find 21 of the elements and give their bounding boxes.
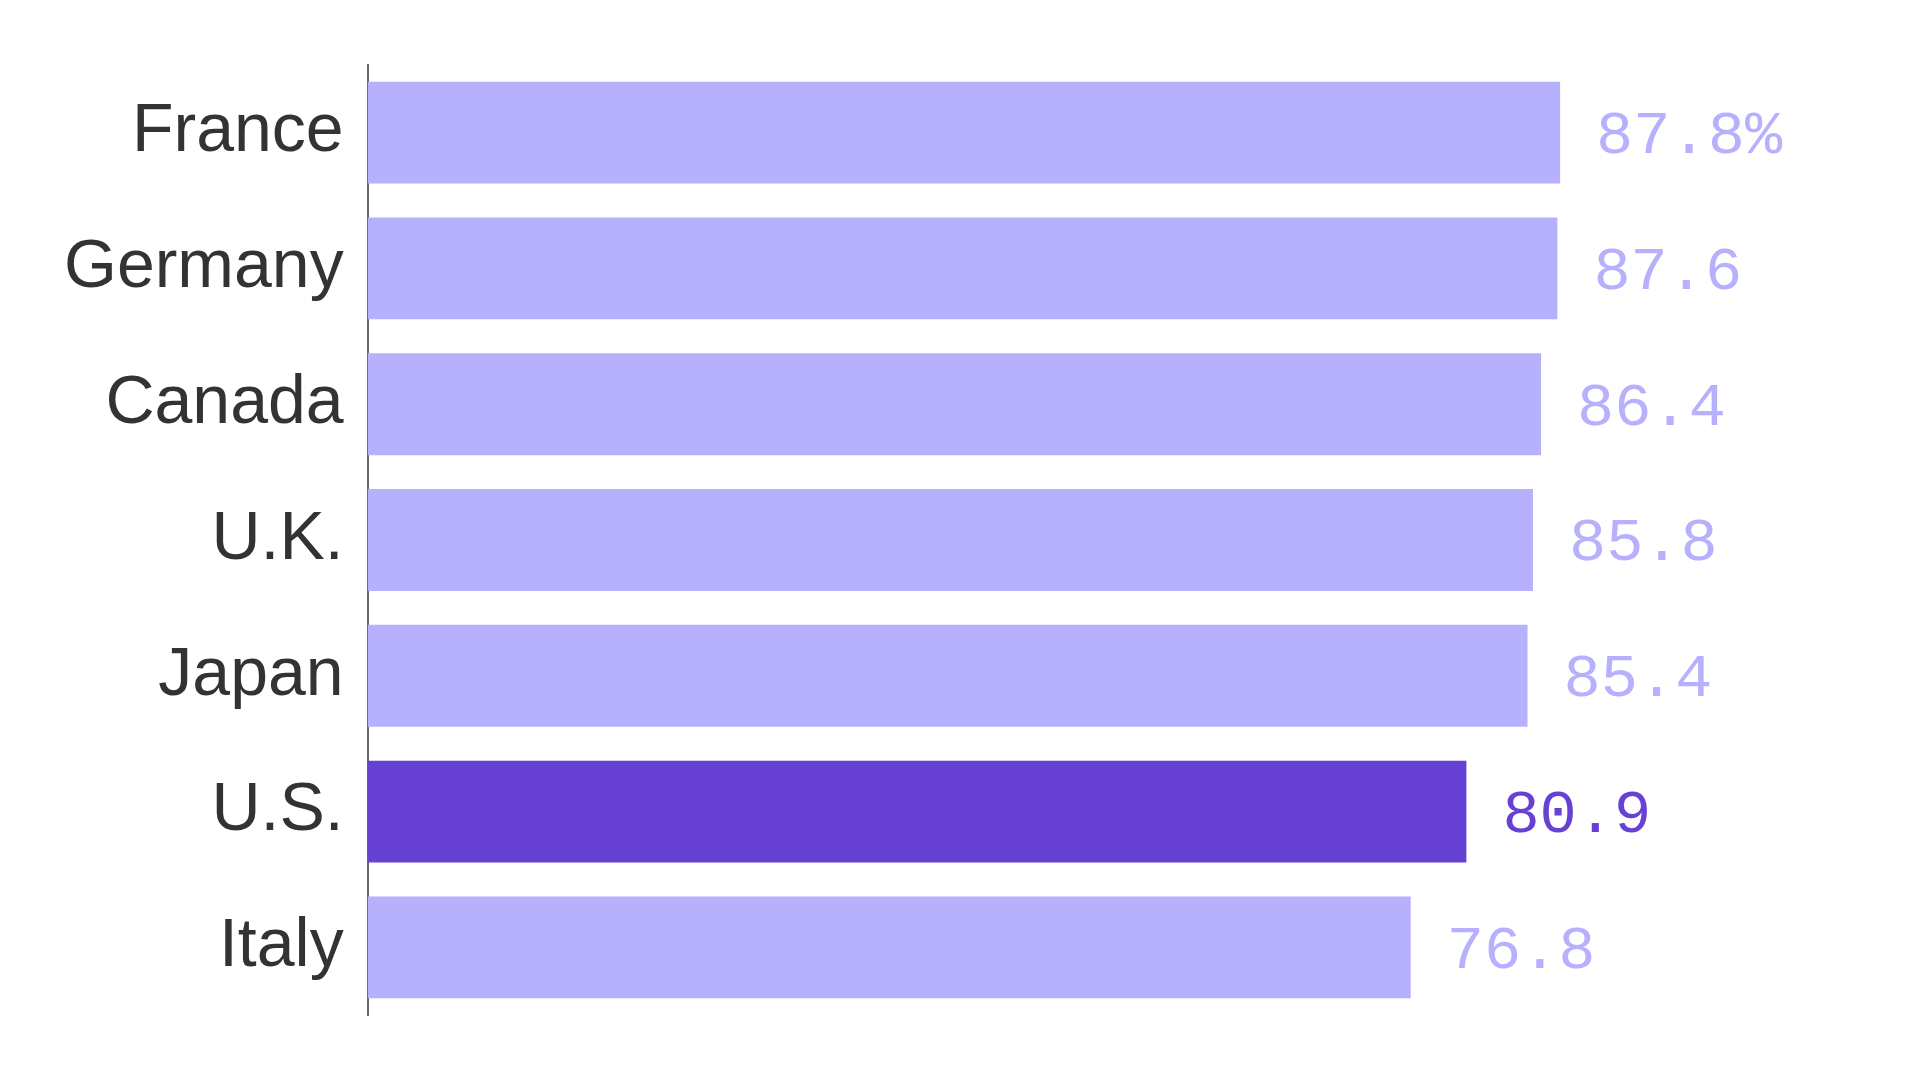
y-tick-label: Canada: [105, 360, 344, 437]
y-tick-label: Germany: [64, 225, 344, 302]
bar: [367, 489, 1533, 591]
y-tick-label: Italy: [218, 904, 344, 981]
data-label: 87.8%: [1596, 101, 1783, 173]
bar: [367, 81, 1561, 184]
bar: [367, 896, 1411, 999]
data-label: 76.8: [1446, 915, 1596, 987]
y-tick-label: France: [132, 89, 344, 166]
bar: [367, 760, 1467, 863]
y-tick-label: U.S.: [211, 768, 344, 845]
bar: [367, 353, 1542, 456]
data-label: 87.6: [1593, 236, 1743, 308]
y-tick-label: U.K.: [211, 496, 344, 573]
data-label: 85.4: [1563, 644, 1713, 716]
y-tick-label: Japan: [158, 632, 344, 709]
bar: [367, 217, 1558, 320]
bar: [367, 624, 1528, 727]
data-label: 86.4: [1577, 372, 1726, 444]
data-label: 80.9: [1502, 779, 1652, 851]
data-label: 85.8: [1568, 508, 1718, 580]
